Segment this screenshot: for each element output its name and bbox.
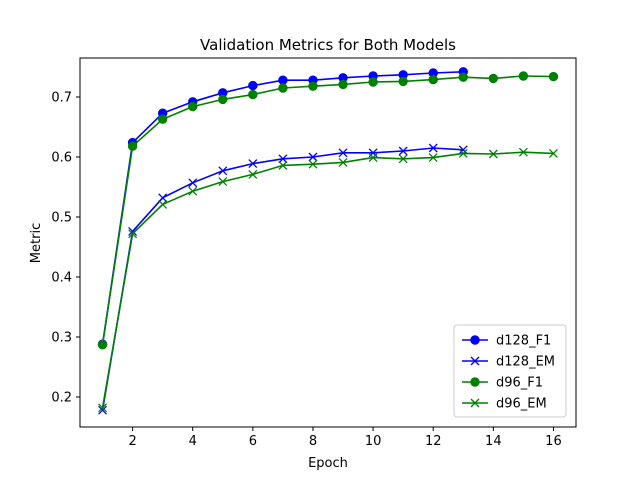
legend-label-d128_EM: d128_EM	[496, 355, 555, 370]
y-tick-label-0.7: 0.7	[51, 91, 72, 106]
data-point-d96_EM-14	[488, 149, 498, 159]
data-point-d128_EM-4	[188, 178, 198, 188]
data-point-d96_F1-11	[398, 76, 408, 87]
legend-item-d128_F1: d128_F1	[462, 334, 551, 349]
x-axis-label: Epoch	[308, 456, 348, 471]
y-tick-label-0.2: 0.2	[51, 391, 72, 406]
y-tick-label-0.5: 0.5	[51, 211, 72, 226]
data-point-d96_F1-16	[548, 71, 559, 82]
series-d96_EM	[98, 147, 558, 413]
data-point-d128_F1-6	[248, 80, 258, 91]
x-tick-label-12: 12	[425, 434, 442, 449]
series-d128_EM	[98, 143, 468, 415]
axes-frame	[79, 57, 577, 428]
data-point-d96_F1-8	[308, 81, 318, 91]
x-tick-label-14: 14	[485, 434, 502, 449]
x-tick-label-8: 8	[309, 434, 317, 449]
data-point-d128_F1-7	[278, 75, 288, 85]
data-point-d128_EM-3	[158, 193, 168, 203]
series-d96_F1	[97, 71, 559, 350]
data-point-d96_F1-13	[458, 72, 468, 82]
x-tick-label-10: 10	[365, 434, 382, 449]
data-point-d96_EM-7	[278, 160, 288, 170]
data-point-d96_F1-12	[428, 74, 438, 85]
data-point-d96_F1-9	[338, 79, 348, 90]
data-point-d128_EM-5	[218, 166, 228, 176]
data-point-d96_F1-7	[278, 83, 288, 93]
data-point-d96_F1-14	[488, 73, 499, 84]
legend: d128_F1 d128_EM d96_F1 d96_EM	[453, 324, 567, 418]
data-point-d96_EM-1	[98, 403, 108, 413]
data-point-d128_EM-6	[248, 159, 258, 169]
data-point-d128_EM-1	[98, 405, 108, 415]
data-point-d96_F1-4	[188, 101, 198, 112]
data-point-d128_EM-7	[278, 154, 288, 164]
data-point-d128_EM-12	[428, 143, 438, 153]
data-point-d96_EM-9	[338, 157, 348, 167]
data-point-d96_F1-3	[157, 114, 168, 124]
data-point-d128_EM-2	[128, 226, 138, 236]
data-point-d128_EM-13	[458, 145, 468, 155]
data-point-d96_EM-16	[548, 148, 558, 158]
data-point-d96_EM-5	[218, 177, 228, 187]
data-point-d96_F1-15	[518, 71, 529, 81]
y-tick-label-0.3: 0.3	[51, 331, 72, 346]
data-point-d96_F1-2	[127, 141, 138, 151]
data-point-d96_F1-6	[248, 89, 258, 100]
data-point-d96_EM-2	[128, 229, 138, 239]
plot-area: 2 4 6 8 10 12 14 16 0.2 0.3 0.4 0.5 0.6 0.7	[51, 57, 577, 449]
chart-title: Validation Metrics for Both Models	[200, 36, 456, 54]
y-axis-label: Metric	[29, 223, 44, 263]
legend-item-d96_EM: d96_EM	[462, 397, 547, 412]
legend-box	[453, 324, 567, 418]
series-line-d96_F1	[101, 75, 554, 345]
legend-label-d96_EM: d96_EM	[496, 397, 547, 412]
data-point-d96_EM-8	[308, 159, 318, 169]
data-point-d96_EM-6	[248, 169, 258, 179]
data-point-d96_F1-10	[368, 77, 378, 87]
x-tick-label-6: 6	[249, 434, 257, 449]
series-line-d96_EM	[101, 151, 554, 408]
data-point-d128_EM-11	[398, 146, 408, 156]
legend-label-d128_F1: d128_F1	[496, 334, 551, 349]
legend-marker-d128_EM	[470, 356, 480, 366]
data-point-d96_F1-5	[218, 94, 228, 105]
legend-label-d96_F1: d96_F1	[496, 376, 543, 391]
data-point-d128_EM-9	[338, 148, 348, 158]
x-tick-label-4: 4	[189, 434, 197, 449]
x-tick-label-16: 16	[545, 434, 562, 449]
legend-marker-d96_EM	[470, 398, 480, 408]
data-point-d96_EM-12	[428, 153, 438, 163]
legend-item-d128_EM: d128_EM	[462, 355, 555, 370]
y-tick-label-0.4: 0.4	[51, 271, 72, 286]
legend-marker-d128_F1	[470, 335, 480, 345]
data-point-d96_EM-3	[158, 199, 168, 209]
legend-marker-d96_F1	[470, 377, 480, 387]
data-point-d128_EM-8	[308, 152, 318, 162]
data-point-d96_EM-11	[398, 154, 408, 164]
data-point-d96_EM-10	[368, 153, 378, 163]
data-point-d96_F1-1	[97, 340, 108, 350]
x-tick-label-2: 2	[128, 434, 136, 449]
data-point-d96_EM-4	[188, 186, 198, 196]
y-tick-label-0.6: 0.6	[51, 151, 72, 166]
data-point-d96_EM-15	[518, 147, 528, 157]
legend-item-d96_F1: d96_F1	[462, 376, 543, 391]
data-point-d96_EM-13	[458, 148, 468, 158]
